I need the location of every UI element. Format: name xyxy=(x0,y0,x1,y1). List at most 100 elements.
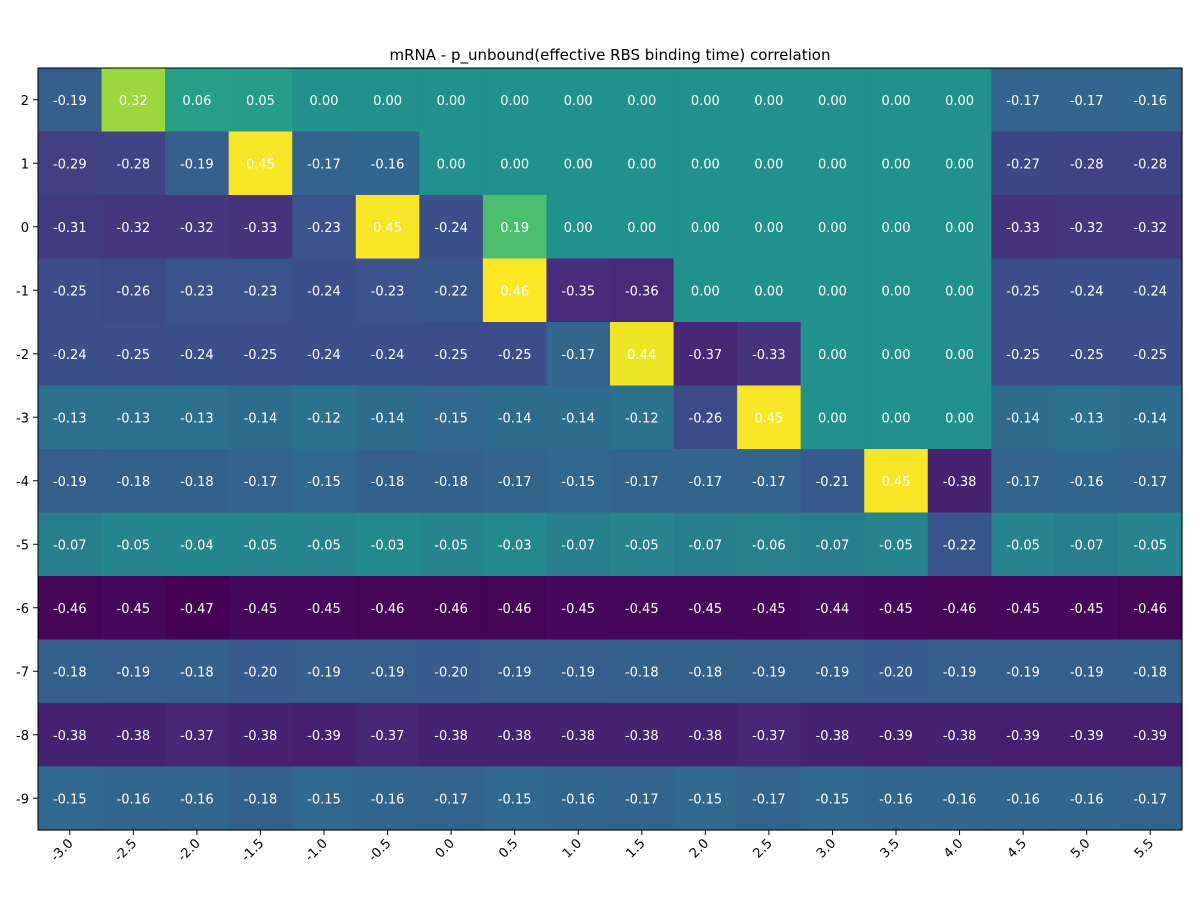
x-tick-label: 4.5 xyxy=(1005,836,1030,861)
cell-value-label: -0.05 xyxy=(244,538,278,553)
cell-value-label: -0.46 xyxy=(371,602,405,617)
heatmap-cell xyxy=(864,766,929,831)
heatmap-cell xyxy=(927,195,992,260)
heatmap-cell xyxy=(1118,131,1183,196)
heatmap-cell xyxy=(800,258,865,323)
heatmap-cell xyxy=(991,322,1056,387)
heatmap-cell xyxy=(482,68,548,133)
cell-value-label: 0.00 xyxy=(882,411,911,426)
heatmap-cell xyxy=(864,258,929,323)
heatmap-cell xyxy=(419,68,484,133)
heatmap-cell xyxy=(165,322,230,387)
heatmap-cell xyxy=(482,449,548,514)
heatmap-cell xyxy=(1054,258,1120,323)
cell-value-label: -0.06 xyxy=(752,538,786,553)
cell-value-label: -0.05 xyxy=(1133,538,1167,553)
cell-value-label: -0.39 xyxy=(1070,729,1104,744)
cell-value-label: 0.00 xyxy=(882,94,911,109)
heatmap-cell xyxy=(292,703,357,768)
cell-value-label: -0.45 xyxy=(117,602,151,617)
cell-value-label: 0.05 xyxy=(246,94,275,109)
cell-value-label: -0.07 xyxy=(689,538,723,553)
y-tick-label: -1 xyxy=(16,284,29,299)
cell-value-label: -0.24 xyxy=(307,348,341,363)
cell-value-label: -0.47 xyxy=(180,602,214,617)
heatmap-cell xyxy=(927,703,992,768)
cell-value-label: -0.24 xyxy=(180,348,214,363)
cell-value-label: 0.00 xyxy=(564,94,593,109)
chart-title: mRNA - p_unbound(effective RBS binding t… xyxy=(390,46,831,65)
cell-value-label: -0.37 xyxy=(689,348,723,363)
cell-value-label: 0.45 xyxy=(246,157,275,172)
cell-value-label: 0.00 xyxy=(564,157,593,172)
y-tick-label: 2 xyxy=(21,94,29,109)
heatmap-cell xyxy=(419,639,484,704)
cell-value-label: -0.16 xyxy=(1070,475,1104,490)
heatmap-cell xyxy=(927,766,992,831)
cell-value-label: -0.39 xyxy=(879,729,913,744)
heatmap-cell xyxy=(546,703,611,768)
heatmap-cell xyxy=(927,449,992,514)
heatmap-cell xyxy=(419,385,484,450)
heatmap-cell xyxy=(228,703,293,768)
heatmap-cell xyxy=(482,703,548,768)
cell-value-label: -0.14 xyxy=(1006,411,1040,426)
cell-value-label: -0.03 xyxy=(498,538,532,553)
heatmap-cell xyxy=(419,576,484,641)
heatmap-cell xyxy=(165,512,230,577)
cell-value-label: -0.24 xyxy=(371,348,405,363)
x-tick-label: 0.5 xyxy=(496,836,521,861)
heatmap-cell xyxy=(482,639,548,704)
heatmap-cell xyxy=(38,639,103,704)
cell-value-label: -0.32 xyxy=(1133,221,1167,236)
cell-value-label: 0.00 xyxy=(691,94,720,109)
cell-value-label: -0.07 xyxy=(1070,538,1104,553)
cell-value-label: 0.00 xyxy=(882,157,911,172)
heatmap-cell xyxy=(482,766,548,831)
cell-value-label: -0.19 xyxy=(1006,665,1040,680)
cell-value-label: -0.29 xyxy=(53,157,87,172)
heatmap-cell xyxy=(292,258,357,323)
x-tick-label: -1.0 xyxy=(302,836,331,865)
cell-value-label: 0.00 xyxy=(627,157,656,172)
cell-value-label: -0.18 xyxy=(53,665,87,680)
cell-value-label: -0.46 xyxy=(1133,602,1167,617)
cell-value-label: -0.19 xyxy=(943,665,977,680)
cell-value-label: -0.45 xyxy=(1070,602,1104,617)
cell-value-label: 0.00 xyxy=(754,221,783,236)
heatmap-cell xyxy=(546,258,611,323)
heatmap-cell xyxy=(228,258,293,323)
heatmap-cell xyxy=(228,639,293,704)
heatmap-cell xyxy=(355,766,420,831)
cell-value-label: -0.19 xyxy=(117,665,151,680)
heatmap-cell xyxy=(101,258,166,323)
heatmap-cell xyxy=(546,195,611,260)
y-tick-label: 1 xyxy=(21,157,29,172)
cell-value-label: 0.00 xyxy=(500,94,529,109)
cell-value-label: -0.07 xyxy=(53,538,87,553)
heatmap-cell xyxy=(1118,449,1183,514)
heatmap-cell xyxy=(482,322,548,387)
x-tick-label: 2.0 xyxy=(687,836,712,861)
cell-value-label: -0.14 xyxy=(498,411,532,426)
cell-value-label: -0.45 xyxy=(752,602,786,617)
heatmap-cell xyxy=(292,449,357,514)
heatmap-cell xyxy=(1054,703,1120,768)
heatmap-cell xyxy=(419,131,484,196)
y-tick-label: -5 xyxy=(16,538,29,553)
cell-value-label: -0.17 xyxy=(561,348,595,363)
cell-value-label: -0.23 xyxy=(371,284,405,299)
cell-value-label: -0.18 xyxy=(689,665,723,680)
cell-value-label: -0.18 xyxy=(244,792,278,807)
cell-value-label: -0.45 xyxy=(561,602,595,617)
cell-value-label: -0.38 xyxy=(561,729,595,744)
cell-value-label: 0.00 xyxy=(754,284,783,299)
cell-value-label: -0.20 xyxy=(244,665,278,680)
cell-value-label: -0.38 xyxy=(689,729,723,744)
cell-value-label: -0.05 xyxy=(434,538,468,553)
heatmap-cell xyxy=(38,766,103,831)
cell-value-label: -0.46 xyxy=(53,602,87,617)
cell-value-label: -0.18 xyxy=(434,475,468,490)
cell-value-label: -0.23 xyxy=(180,284,214,299)
heatmap-cell xyxy=(991,512,1056,577)
